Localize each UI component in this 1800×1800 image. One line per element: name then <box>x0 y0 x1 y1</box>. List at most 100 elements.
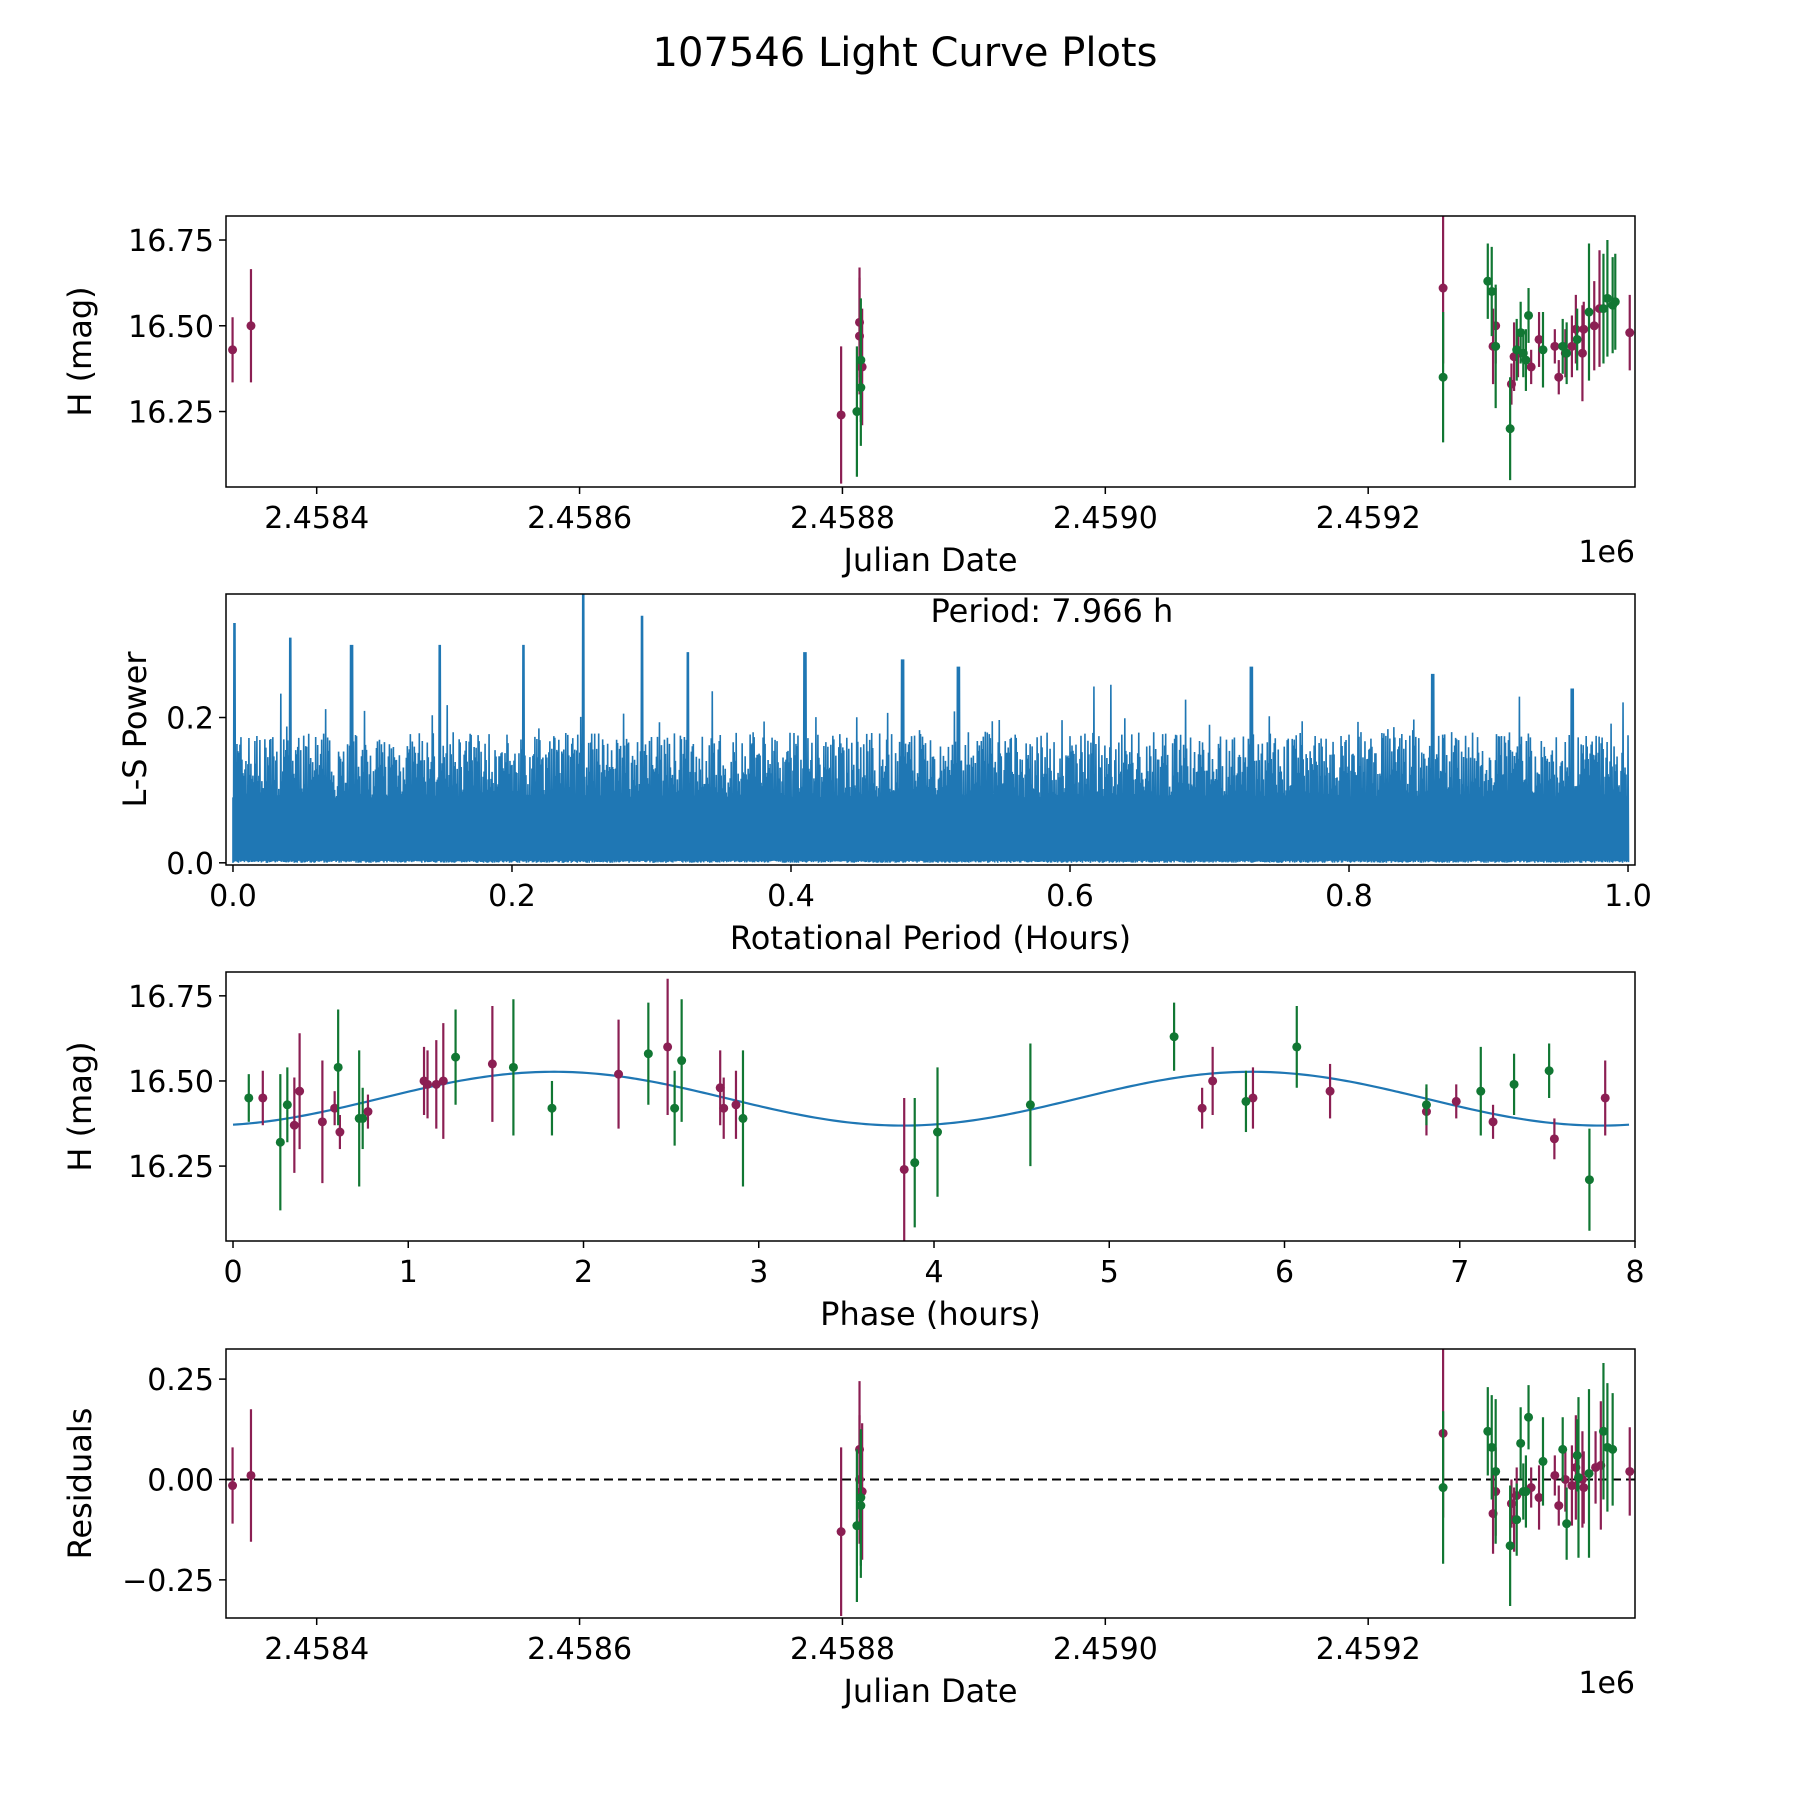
y-tick-label: −0.25 <box>122 1564 214 1599</box>
data-point <box>910 1158 920 1168</box>
x-tick-label: 2.4590 <box>1053 1632 1158 1667</box>
periodogram-y-ticks: 0.0 0.2 <box>166 702 226 882</box>
data-point <box>1487 1442 1497 1452</box>
periodogram-axes-frame <box>225 593 1636 866</box>
lightcurve-panel: 2.4584 2.4586 2.4588 2.4590 2.4592 16.25 16.5… <box>61 215 1636 579</box>
phased-y-label: H (mag) <box>61 1041 99 1171</box>
data-point <box>1526 362 1536 372</box>
periodogram-y-label: L-S Power <box>116 651 154 808</box>
data-point <box>1505 1541 1515 1551</box>
figure-title: 107546 Light Curve Plots <box>653 30 1158 76</box>
y-tick-label: 16.75 <box>128 980 214 1015</box>
residuals-marks <box>226 1349 1635 1616</box>
data-point <box>1608 1444 1618 1454</box>
data-point <box>1610 297 1620 307</box>
data-point <box>852 407 862 417</box>
x-tick-label: 0.8 <box>1325 879 1373 914</box>
data-point <box>1584 1468 1594 1478</box>
data-point <box>1572 1450 1582 1460</box>
data-point <box>856 1501 866 1511</box>
x-tick-label: 2 <box>574 1255 593 1290</box>
residuals-axes-frame <box>225 1348 1636 1619</box>
phased-x-label: Phase (hours) <box>820 1295 1041 1333</box>
data-point <box>1567 341 1577 351</box>
data-point <box>1558 341 1568 351</box>
data-point <box>451 1052 461 1062</box>
data-point <box>358 1113 368 1123</box>
data-point <box>246 1470 256 1480</box>
y-tick-label: 16.75 <box>128 224 214 259</box>
y-tick-label: 0.0 <box>166 847 214 882</box>
data-point <box>1562 1519 1572 1529</box>
x-tick-label: 3 <box>749 1255 768 1290</box>
data-point <box>1571 324 1581 334</box>
x-tick-label: 2.4592 <box>1316 501 1421 536</box>
data-point <box>244 1093 254 1103</box>
data-point <box>1579 1483 1589 1493</box>
fit-curve <box>232 1070 1630 1127</box>
data-point <box>1241 1096 1251 1106</box>
x-tick-label: 6 <box>1275 1255 1294 1290</box>
data-point <box>731 1100 741 1110</box>
periodogram-line <box>232 594 1630 863</box>
data-point <box>1625 328 1635 338</box>
data-point <box>836 410 846 420</box>
data-point <box>228 1481 238 1491</box>
data-point <box>1524 310 1534 320</box>
data-point <box>330 1103 340 1113</box>
data-point <box>614 1069 624 1079</box>
data-point <box>258 1093 268 1103</box>
phased-x-ticks: 0 1 2 3 4 5 6 7 8 <box>223 1241 1645 1290</box>
data-point <box>295 1086 305 1096</box>
data-point <box>1562 348 1572 358</box>
lightcurve-y-ticks: 16.25 16.50 16.75 <box>128 224 226 431</box>
data-point <box>1598 304 1608 314</box>
residuals-panel: 2.4584 2.4586 2.4588 2.4590 2.4592 −0.25 0.00… <box>61 1348 1636 1710</box>
data-point <box>335 1127 345 1137</box>
data-point <box>1438 283 1448 293</box>
data-point <box>1512 1515 1522 1525</box>
lightcurve-axes-frame <box>225 215 1636 488</box>
data-point <box>1325 1086 1335 1096</box>
data-point <box>1505 424 1515 434</box>
data-point <box>1577 348 1587 358</box>
data-point <box>1538 1456 1548 1466</box>
data-point <box>738 1113 748 1123</box>
y-tick-label: 0.25 <box>147 1363 214 1398</box>
x-tick-label: 0.4 <box>767 879 815 914</box>
data-point <box>1584 307 1594 317</box>
residuals-x-offset-label: 1e6 <box>1578 1666 1635 1701</box>
data-point <box>670 1103 680 1113</box>
data-point <box>289 1120 299 1130</box>
x-tick-label: 0.6 <box>1046 879 1094 914</box>
data-point <box>1544 1066 1554 1076</box>
y-tick-label: 16.25 <box>128 1150 214 1185</box>
data-point <box>275 1137 285 1147</box>
data-point <box>1538 345 1548 355</box>
data-point <box>1509 1079 1519 1089</box>
data-point <box>1521 355 1531 365</box>
data-point <box>1491 1466 1501 1476</box>
x-tick-label: 8 <box>1625 1255 1644 1290</box>
y-tick-label: 0.2 <box>166 702 214 737</box>
residuals-x-label: Julian Date <box>841 1672 1017 1710</box>
data-point <box>1534 334 1544 344</box>
data-point <box>1602 293 1612 303</box>
data-point <box>508 1062 518 1072</box>
data-point <box>1598 1426 1608 1436</box>
data-point <box>1516 1438 1526 1448</box>
data-point <box>317 1117 327 1127</box>
data-point <box>228 345 238 355</box>
lightcurve-y-label: H (mag) <box>61 286 99 416</box>
data-point <box>1572 334 1582 344</box>
residuals-y-label: Residuals <box>61 1408 99 1560</box>
phased-y-ticks: 16.25 16.50 16.75 <box>128 980 226 1185</box>
data-point <box>852 1521 862 1531</box>
data-point <box>1600 1093 1610 1103</box>
data-point <box>1625 1466 1635 1476</box>
data-point <box>1554 372 1564 382</box>
data-point <box>1549 1134 1559 1144</box>
data-point <box>663 1042 673 1052</box>
